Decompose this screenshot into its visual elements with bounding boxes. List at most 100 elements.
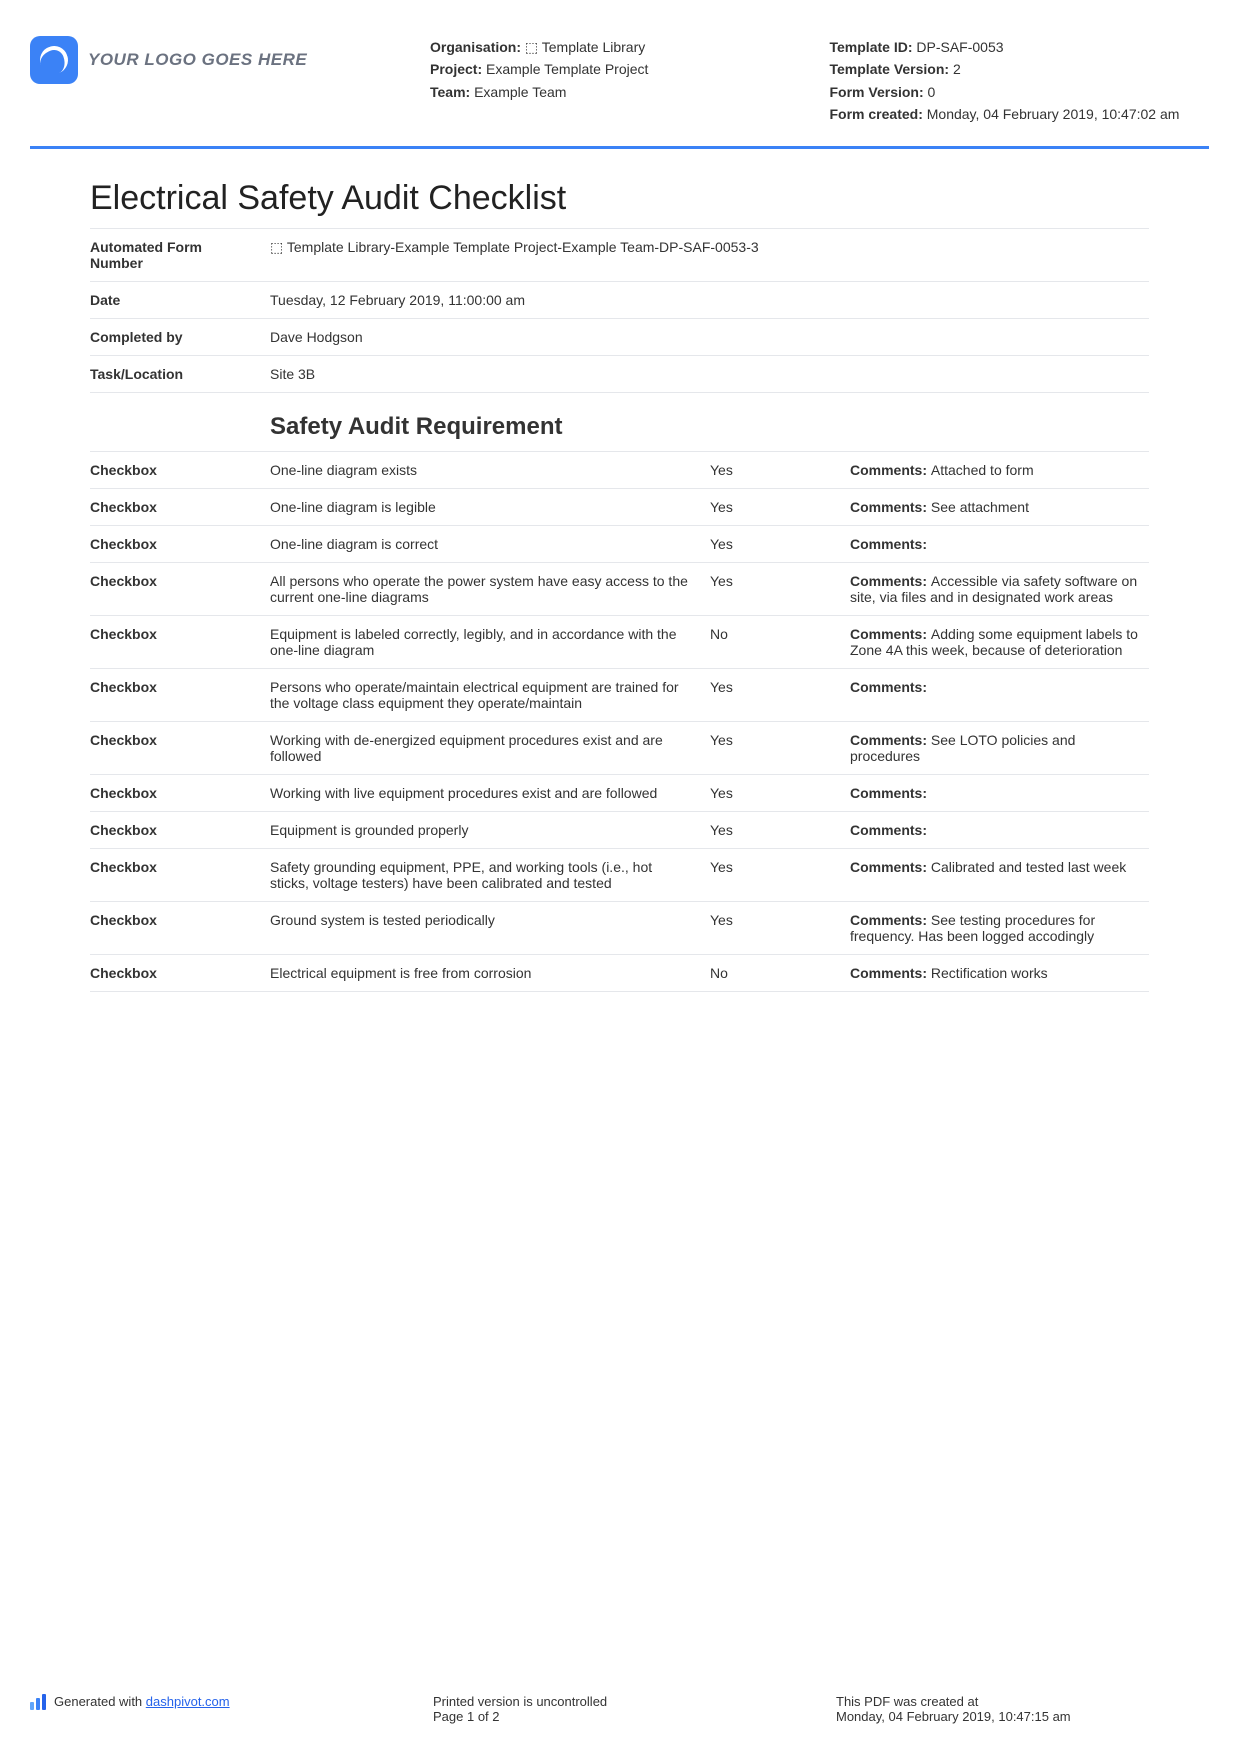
info-label: Automated Form Number <box>90 239 250 271</box>
footer: Generated with dashpivot.com Printed ver… <box>30 1634 1209 1724</box>
meta-label: Organisation: <box>430 39 525 55</box>
comments-cell: Comments: See attachment <box>850 499 1149 515</box>
requirement-text: Equipment is labeled correctly, legibly,… <box>270 626 690 658</box>
meta-line: Project: Example Template Project <box>430 58 810 80</box>
answer-text: Yes <box>710 822 830 838</box>
check-row: CheckboxOne-line diagram is legibleYesCo… <box>90 489 1149 526</box>
requirement-text: Electrical equipment is free from corros… <box>270 965 690 981</box>
meta-line: Template ID: DP-SAF-0053 <box>830 36 1210 58</box>
comments-label: Comments: <box>850 679 927 695</box>
checkbox-label: Checkbox <box>90 536 250 552</box>
answer-text: No <box>710 626 830 658</box>
comments-label: Comments: <box>850 965 931 981</box>
info-label: Completed by <box>90 329 250 345</box>
meta-value: Monday, 04 February 2019, 10:47:02 am <box>927 106 1180 122</box>
check-row: CheckboxSafety grounding equipment, PPE,… <box>90 849 1149 902</box>
requirement-text: Working with live equipment procedures e… <box>270 785 690 801</box>
meta-label: Form created: <box>830 106 927 122</box>
answer-text: Yes <box>710 912 830 944</box>
info-value: Tuesday, 12 February 2019, 11:00:00 am <box>270 292 1149 308</box>
comments-cell: Comments: See testing procedures for fre… <box>850 912 1149 944</box>
check-row: CheckboxAll persons who operate the powe… <box>90 563 1149 616</box>
requirement-text: Persons who operate/maintain electrical … <box>270 679 690 711</box>
requirement-text: One-line diagram exists <box>270 462 690 478</box>
info-row: Completed by Dave Hodgson <box>90 319 1149 356</box>
meta-right: Template ID: DP-SAF-0053Template Version… <box>830 36 1210 126</box>
comments-cell: Comments: <box>850 536 1149 552</box>
answer-text: Yes <box>710 785 830 801</box>
check-row: Checkbox Equipment is labeled correctly, … <box>90 616 1149 669</box>
document-header: YOUR LOGO GOES HERE Organisation: ⬚ Temp… <box>30 36 1209 149</box>
section-heading: Safety Audit Requirement <box>270 413 1209 441</box>
comments-cell: Comments: <box>850 785 1149 801</box>
comments-cell: Comments: Rectification works <box>850 965 1149 981</box>
dashpivot-link[interactable]: dashpivot.com <box>146 1694 230 1709</box>
checkbox-label: Checkbox <box>90 499 250 515</box>
page-title: Electrical Safety Audit Checklist <box>90 179 1209 218</box>
answer-text: Yes <box>710 859 830 891</box>
footer-middle: Printed version is uncontrolled Page 1 o… <box>433 1694 806 1724</box>
comments-cell: Comments: Adding some equipment labels t… <box>850 626 1149 658</box>
requirement-text: Safety grounding equipment, PPE, and wor… <box>270 859 690 891</box>
comments-text: Calibrated and tested last week <box>931 859 1126 875</box>
meta-label: Project: <box>430 61 486 77</box>
check-row: CheckboxWorking with de-energized equipm… <box>90 722 1149 775</box>
info-label: Task/Location <box>90 366 250 382</box>
info-row: Automated Form Number⬚ Template Library-… <box>90 228 1149 282</box>
comments-label: Comments: <box>850 499 931 515</box>
footer-page: Page 1 of 2 <box>433 1709 806 1724</box>
comments-text: Rectification works <box>931 965 1048 981</box>
logo-icon <box>30 36 78 84</box>
checkbox-label: Checkbox <box>90 785 250 801</box>
meta-value: DP-SAF-0053 <box>916 39 1003 55</box>
meta-line: Template Version: 2 <box>830 58 1210 80</box>
comments-cell: Comments: Calibrated and tested last wee… <box>850 859 1149 891</box>
comments-cell: Comments: <box>850 822 1149 838</box>
comments-cell: Comments: <box>850 679 1149 711</box>
logo-block: YOUR LOGO GOES HERE <box>30 36 410 84</box>
meta-label: Team: <box>430 84 474 100</box>
check-row: Checkbox One-line diagram is correct Yes Co… <box>90 526 1149 563</box>
meta-value: Example Team <box>474 84 566 100</box>
check-row: Checkbox Working with live equipment proc… <box>90 775 1149 812</box>
answer-text: Yes <box>710 499 830 515</box>
checkbox-label: Checkbox <box>90 626 250 658</box>
meta-label: Template ID: <box>830 39 917 55</box>
answer-text: Yes <box>710 573 830 605</box>
comments-cell: Comments: See LOTO policies and procedur… <box>850 732 1149 764</box>
meta-value: 0 <box>928 84 936 100</box>
requirement-text: Ground system is tested periodically <box>270 912 690 944</box>
answer-text: Yes <box>710 732 830 764</box>
checkbox-label: Checkbox <box>90 965 250 981</box>
comments-label: Comments: <box>850 462 931 478</box>
footer-created-label: This PDF was created at <box>836 1694 1209 1709</box>
answer-text: Yes <box>710 462 830 478</box>
dashpivot-icon <box>30 1694 46 1710</box>
answer-text: Yes <box>710 679 830 711</box>
answer-text: Yes <box>710 536 830 552</box>
footer-right: This PDF was created at Monday, 04 Febru… <box>836 1694 1209 1724</box>
comments-label: Comments: <box>850 573 931 589</box>
check-row: Checkbox Ground system is tested periodic… <box>90 902 1149 955</box>
meta-value: Example Template Project <box>486 61 648 77</box>
requirement-text: One-line diagram is correct <box>270 536 690 552</box>
footer-generated: Generated with dashpivot.com <box>54 1694 230 1709</box>
comments-text: See attachment <box>931 499 1029 515</box>
checkbox-label: Checkbox <box>90 732 250 764</box>
checkbox-label: Checkbox <box>90 679 250 711</box>
comments-label: Comments: <box>850 536 927 552</box>
requirement-text: Equipment is grounded properly <box>270 822 690 838</box>
checkbox-label: Checkbox <box>90 912 250 944</box>
logo-text: YOUR LOGO GOES HERE <box>88 50 307 70</box>
comments-cell: Comments: Accessible via safety software… <box>850 573 1149 605</box>
footer-uncontrolled: Printed version is uncontrolled <box>433 1694 806 1709</box>
info-value: Dave Hodgson <box>270 329 1149 345</box>
meta-value: 2 <box>953 61 961 77</box>
meta-line: Form created: Monday, 04 February 2019, … <box>830 103 1210 125</box>
checkbox-label: Checkbox <box>90 462 250 478</box>
meta-line: Form Version: 0 <box>830 81 1210 103</box>
info-label: Date <box>90 292 250 308</box>
comments-cell: Comments: Attached to form <box>850 462 1149 478</box>
requirement-text: All persons who operate the power system… <box>270 573 690 605</box>
check-row: Checkbox Persons who operate/maintain ele… <box>90 669 1149 722</box>
